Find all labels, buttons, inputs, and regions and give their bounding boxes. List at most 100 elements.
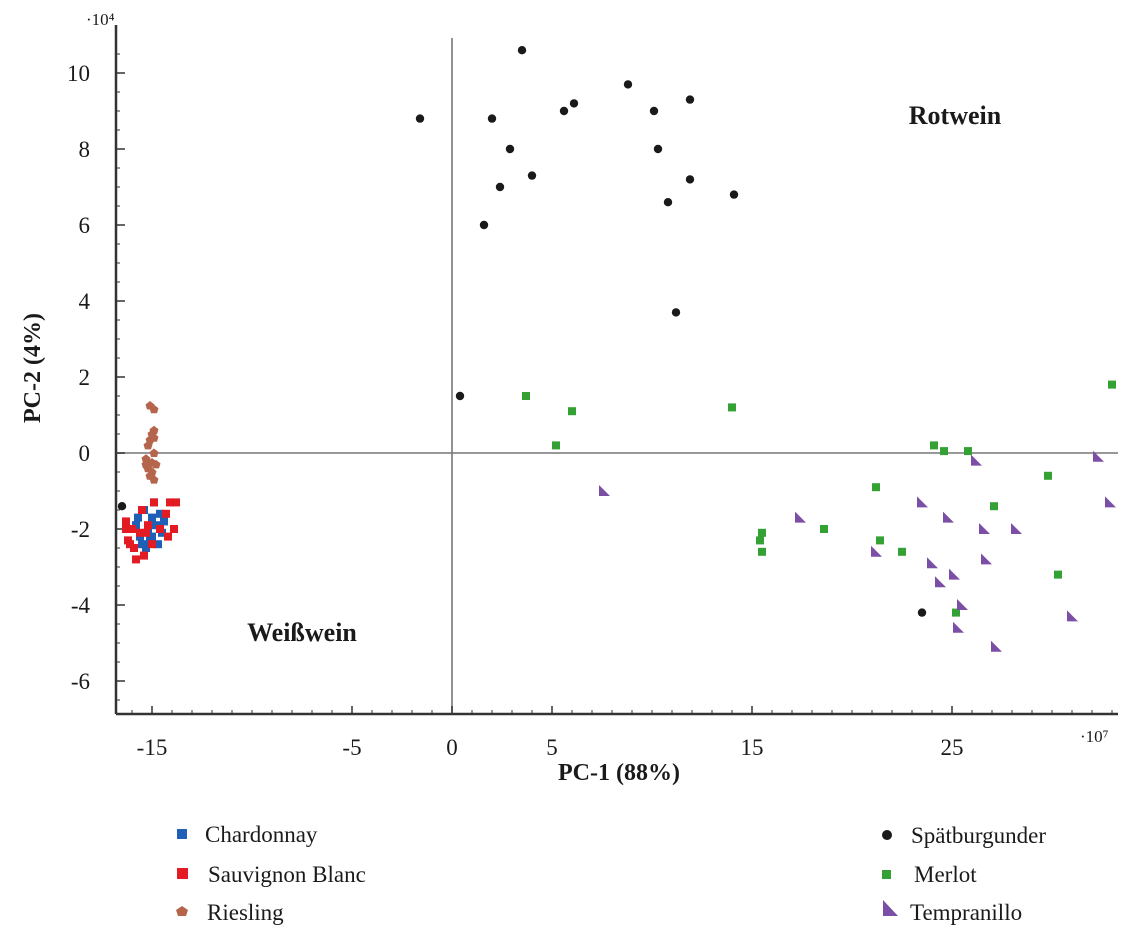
point-merlot [964, 447, 972, 456]
point-merlot [952, 608, 960, 617]
point-merlot [990, 502, 998, 511]
point-sauvignon-blanc [138, 506, 146, 514]
point-sauvignon-blanc [132, 555, 140, 564]
point-chardonnay [148, 532, 156, 541]
y-tick-label: 0 [79, 441, 91, 466]
point-sauvignon-blanc [140, 551, 148, 560]
point-merlot [568, 407, 576, 416]
point-tempranillo [927, 557, 938, 569]
legend: Chardonnay Sauvignon Blanc Riesling Spät… [176, 822, 1046, 925]
point-spatburgunder [487, 114, 497, 123]
region-label-rotwein: Rotwein [909, 101, 1002, 130]
point-spatburgunder [671, 308, 681, 317]
point-merlot [940, 447, 948, 456]
point-merlot [758, 547, 766, 556]
region-label-weisswein: Weißwein [247, 618, 357, 647]
point-tempranillo [1067, 610, 1078, 622]
point-spatburgunder [495, 182, 505, 192]
point-sauvignon-blanc [162, 509, 170, 518]
point-riesling [143, 440, 153, 450]
point-spatburgunder [649, 106, 659, 116]
point-sauvignon-blanc [164, 532, 172, 541]
legend-label-sauvignon-blanc: Sauvignon Blanc [208, 862, 366, 887]
point-tempranillo [871, 545, 882, 557]
point-sauvignon-blanc [172, 498, 180, 507]
point-tempranillo [953, 621, 964, 633]
y-tick-label: -4 [71, 593, 91, 618]
point-sauvignon-blanc [150, 498, 158, 507]
legend-marker-merlot [882, 870, 891, 879]
point-tempranillo [1093, 450, 1104, 462]
point-merlot [758, 528, 766, 537]
point-riesling [141, 459, 151, 469]
point-riesling [149, 448, 159, 457]
point-spatburgunder [685, 175, 695, 184]
point-tempranillo [957, 599, 968, 610]
x-tick-label: -15 [137, 735, 168, 760]
point-merlot [522, 392, 530, 400]
point-tempranillo [1105, 496, 1116, 508]
point-tempranillo [943, 511, 954, 523]
y-tick-label: 2 [79, 365, 91, 390]
point-riesling [149, 475, 159, 484]
point-tempranillo [1011, 523, 1022, 534]
point-merlot [1054, 570, 1062, 579]
x-axis-title: PC-1 (88%) [558, 760, 680, 786]
legend-marker-tempranillo [883, 900, 898, 916]
series-sauvignon-blanc [122, 498, 180, 564]
point-tempranillo [599, 485, 610, 496]
point-tempranillo [949, 568, 960, 580]
x-tick-label: -5 [342, 735, 361, 760]
point-spatburgunder [685, 95, 695, 104]
point-tempranillo [971, 454, 982, 466]
y-tick-label: -6 [71, 669, 90, 694]
point-merlot [930, 441, 938, 450]
y-tick-label: -2 [71, 517, 90, 542]
series-spatburgunder [117, 46, 927, 617]
x-exponent-label: ·10⁷ [1080, 727, 1109, 746]
point-sauvignon-blanc [126, 540, 134, 549]
point-tempranillo [795, 511, 806, 523]
point-spatburgunder [663, 198, 673, 207]
point-merlot [552, 441, 560, 450]
point-spatburgunder [505, 144, 515, 154]
point-merlot [728, 403, 736, 412]
series-tempranillo [599, 450, 1116, 652]
x-tick-label: 15 [741, 735, 764, 760]
y-exponent-label: ·10⁴ [86, 10, 115, 29]
point-sauvignon-blanc [128, 525, 136, 533]
point-riesling [151, 459, 161, 469]
point-spatburgunder [117, 502, 127, 511]
series-merlot [522, 380, 1116, 617]
point-chardonnay [154, 540, 162, 549]
point-spatburgunder [569, 99, 579, 108]
point-spatburgunder [455, 391, 465, 401]
point-merlot [820, 525, 828, 533]
point-sauvignon-blanc [122, 525, 130, 533]
point-chardonnay [134, 513, 142, 522]
point-tempranillo [917, 496, 928, 508]
point-spatburgunder [917, 608, 927, 617]
legend-label-spatburgunder: Spätburgunder [911, 823, 1046, 848]
legend-label-chardonnay: Chardonnay [205, 822, 318, 847]
x-tick-label: 25 [941, 735, 964, 760]
legend-marker-spatburgunder [882, 830, 892, 840]
point-chardonnay [148, 513, 156, 522]
point-spatburgunder [415, 114, 425, 123]
point-merlot [898, 547, 906, 556]
point-chardonnay [160, 517, 168, 526]
point-tempranillo [979, 523, 990, 534]
point-merlot [876, 536, 884, 545]
y-tick-label: 10 [67, 61, 90, 86]
point-spatburgunder [479, 220, 489, 230]
point-tempranillo [935, 576, 946, 588]
point-sauvignon-blanc [136, 528, 144, 537]
point-chardonnay [156, 509, 164, 518]
point-sauvignon-blanc [122, 517, 130, 526]
point-merlot [1108, 380, 1116, 389]
point-tempranillo [981, 553, 992, 565]
x-tick-label: 0 [446, 735, 458, 760]
x-tick-label: 5 [546, 735, 558, 760]
point-merlot [872, 483, 880, 492]
point-sauvignon-blanc [156, 525, 164, 533]
